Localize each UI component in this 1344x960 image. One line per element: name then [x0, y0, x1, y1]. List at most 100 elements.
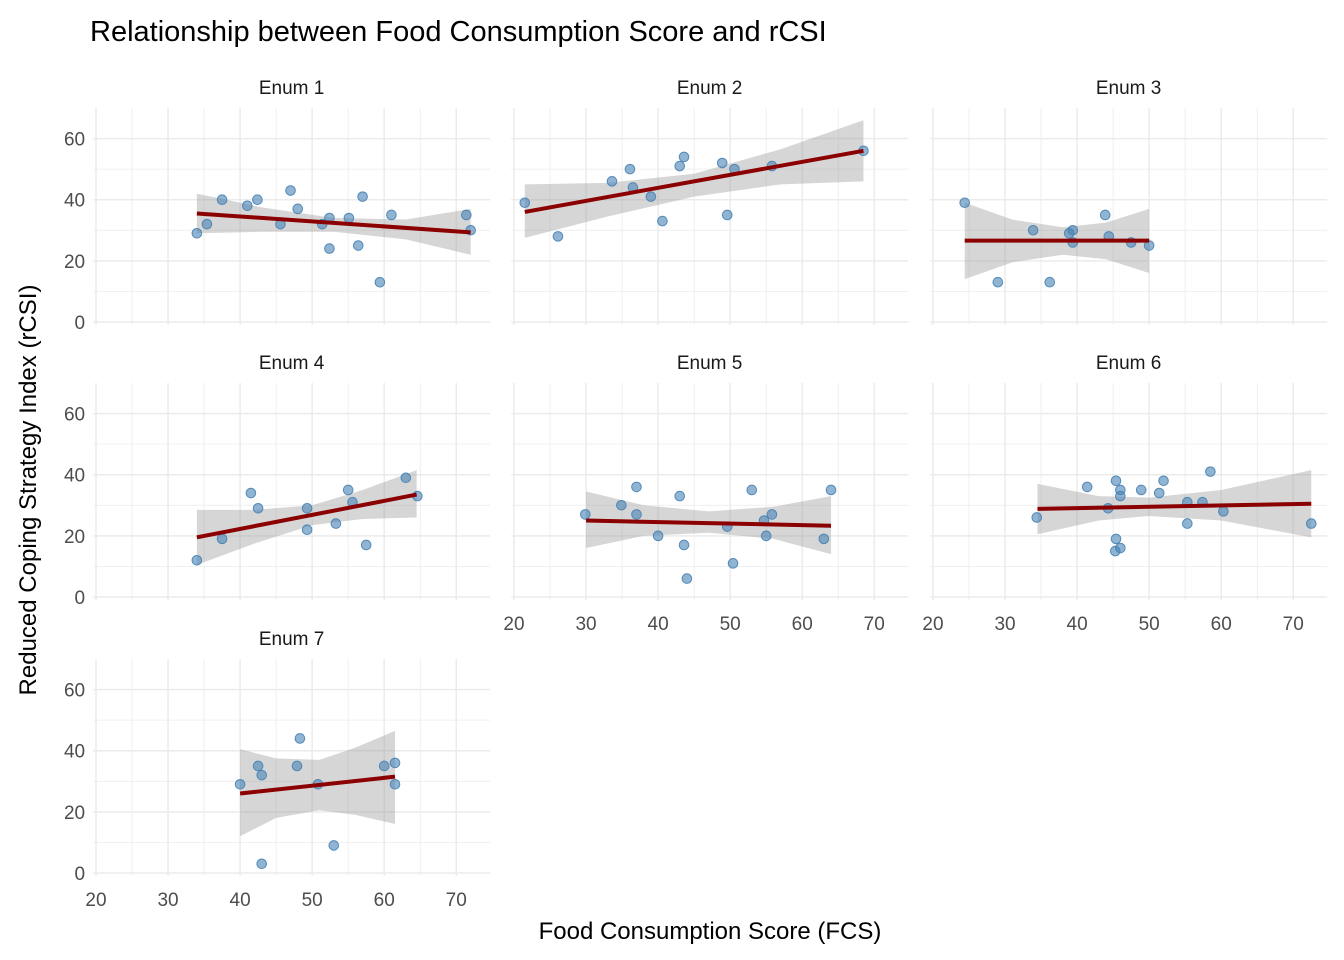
x-tick-label: 30	[575, 614, 596, 635]
data-point	[1031, 512, 1043, 523]
x-tick-label: 50	[1139, 614, 1160, 635]
data-point	[580, 509, 591, 520]
data-point	[294, 733, 306, 744]
data-point	[256, 769, 268, 781]
data-point	[1067, 224, 1079, 236]
data-point	[1027, 224, 1039, 236]
data-point	[400, 472, 412, 484]
x-tick-label: 40	[230, 890, 251, 911]
facet-strip-label: Enum 7	[259, 629, 324, 650]
data-point	[285, 185, 296, 196]
data-point	[606, 176, 618, 187]
chart-title: Relationship between Food Consumption Sc…	[90, 16, 827, 48]
data-point	[1158, 475, 1169, 487]
y-tick-label: 40	[64, 466, 85, 487]
data-point	[324, 243, 335, 254]
facet-panel-6: Enum 6 20 30 40 50 60 70	[922, 353, 1328, 635]
x-tick-label: 40	[648, 614, 669, 635]
data-point	[1205, 466, 1216, 477]
y-axis-title: Reduced Coping Strategy Index (rCSI)	[15, 285, 42, 696]
confidence-band	[1037, 470, 1312, 538]
y-tick-label: 40	[64, 742, 85, 763]
data-point	[1115, 490, 1126, 502]
data-point	[1044, 276, 1056, 288]
data-point	[1099, 209, 1111, 221]
data-point	[389, 757, 401, 769]
x-tick-label: 50	[720, 614, 741, 635]
data-point	[389, 779, 401, 790]
x-tick-label: 70	[446, 890, 467, 911]
data-point	[328, 840, 340, 851]
regression-line	[196, 492, 418, 540]
data-point	[252, 503, 264, 514]
x-tick-label: 60	[1211, 614, 1232, 635]
y-tick-label: 0	[75, 864, 86, 885]
facet-strip-label: Enum 6	[1096, 353, 1161, 374]
confidence-band	[524, 120, 864, 238]
data-point	[291, 760, 303, 772]
data-point	[716, 157, 728, 169]
y-tick-label: 20	[64, 803, 85, 824]
x-tick-label: 30	[157, 890, 178, 911]
data-point	[292, 203, 304, 215]
x-axis-title: Food Consumption Score (FCS)	[539, 918, 882, 945]
data-point	[1305, 518, 1317, 529]
data-point	[386, 209, 397, 221]
x-tick-label: 40	[1067, 614, 1088, 635]
facet-panel-4: Enum 4 0 20 40 60	[64, 353, 491, 609]
x-tick-label: 70	[1283, 614, 1304, 635]
y-tick-label: 20	[64, 252, 85, 273]
data-point	[674, 160, 686, 172]
facet-panel-7: Enum 7 0 20 40 60 20 30 40 50 60 70	[64, 629, 491, 911]
data-point	[1110, 533, 1122, 545]
data-point	[245, 487, 257, 499]
y-tick-label: 20	[64, 527, 85, 548]
x-tick-label: 60	[792, 614, 813, 635]
data-point	[301, 524, 313, 536]
data-point	[1182, 518, 1193, 529]
y-tick-label: 60	[64, 130, 85, 151]
data-point	[242, 200, 253, 212]
data-point	[301, 503, 313, 514]
data-point	[343, 212, 355, 224]
data-point	[760, 530, 772, 542]
data-point	[631, 509, 642, 520]
facet-panels: Enum 1 0 20 40 60 Enum 2 Enum 3 Enum 4 0 20 40 60 En…	[64, 78, 1328, 911]
data-point	[766, 509, 778, 520]
data-point	[616, 499, 627, 511]
facet-strip-label: Enum 4	[259, 353, 325, 374]
data-point	[216, 194, 228, 205]
data-point	[519, 197, 531, 209]
data-point	[645, 191, 657, 202]
data-point	[1110, 475, 1122, 487]
y-tick-label: 0	[75, 313, 86, 334]
data-point	[357, 191, 368, 202]
data-point	[374, 276, 386, 288]
data-point	[727, 558, 739, 569]
data-point	[256, 858, 268, 870]
x-tick-label: 50	[302, 890, 323, 911]
regression-line	[239, 774, 396, 796]
data-point	[201, 218, 213, 230]
data-point	[818, 533, 830, 545]
data-point	[652, 530, 664, 542]
y-tick-label: 60	[64, 681, 85, 702]
data-point	[624, 163, 636, 175]
data-point	[378, 760, 390, 772]
data-point	[1135, 484, 1147, 496]
facet-strip-label: Enum 1	[259, 78, 324, 99]
facet-strip-label: Enum 2	[677, 78, 742, 99]
facet-strip-label: Enum 3	[1096, 78, 1161, 99]
regression-line	[196, 211, 471, 235]
y-tick-label: 0	[75, 588, 86, 609]
data-point	[992, 276, 1004, 288]
facet-panel-2: Enum 2	[511, 78, 909, 325]
x-tick-label: 20	[85, 890, 106, 911]
data-point	[360, 539, 372, 551]
data-point	[681, 573, 693, 584]
data-point	[631, 481, 642, 493]
data-point	[1218, 506, 1229, 517]
data-point	[330, 518, 342, 529]
data-point	[552, 231, 564, 242]
